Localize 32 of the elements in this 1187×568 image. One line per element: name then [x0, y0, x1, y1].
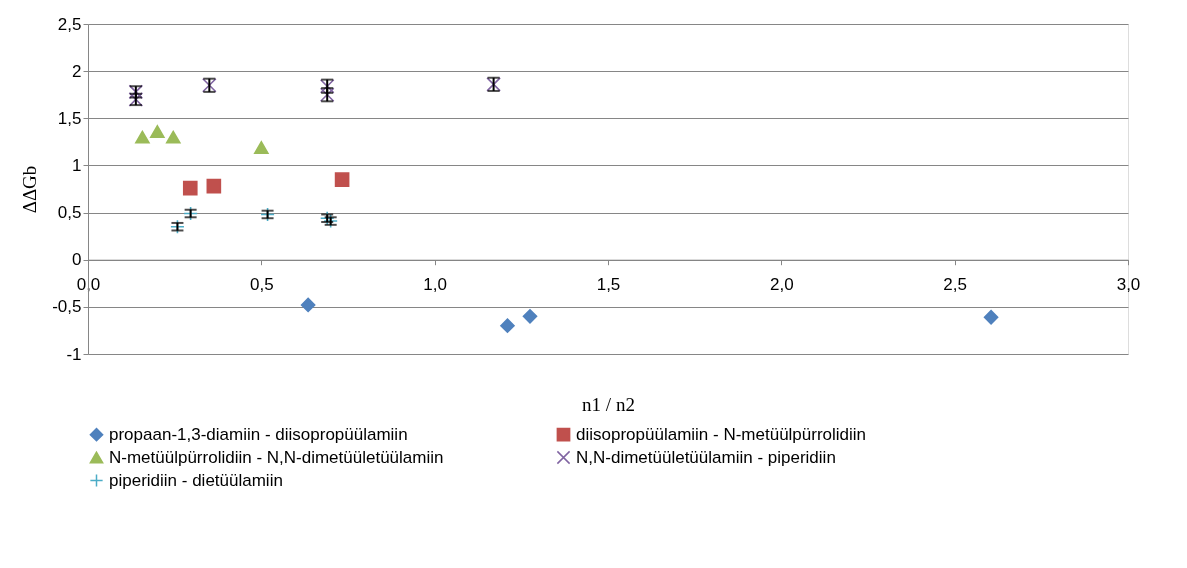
y-tick-label: 1: [72, 155, 82, 175]
y-tick-label: 2: [72, 61, 82, 81]
point: [334, 172, 350, 187]
x-tick-label: 1,0: [423, 275, 447, 295]
legend-label: N-metüülpürrolidiin - N,N-dimetüületüülamiin: [109, 447, 444, 467]
legend-label: piperidiin - dietüülamiin: [109, 470, 283, 490]
y-axis-title: ΔΔGb: [19, 165, 41, 214]
legend-label: N,N-dimetüületüülamiin - piperidiin: [576, 447, 836, 467]
point: [135, 130, 150, 144]
x-tick-label: 2,5: [943, 275, 967, 295]
y-tick-label: 2,5: [57, 14, 82, 34]
x-tick-label: 0,5: [250, 275, 274, 295]
y-tick-label: 1,5: [57, 108, 82, 128]
y-tick-label: -1: [66, 344, 82, 364]
y-tick-label: 0,5: [57, 203, 82, 223]
point: [983, 309, 999, 325]
x-tick-label: 3,0: [1116, 275, 1141, 295]
point: [254, 141, 269, 154]
point: [165, 130, 181, 144]
point: [182, 180, 198, 196]
x-tick-label: 2,0: [770, 275, 794, 295]
point: [206, 178, 222, 194]
legend-label: propaan-1,3-diamiin - diisopropüülamiin: [109, 424, 408, 444]
point: [150, 125, 165, 138]
point: [500, 318, 515, 334]
y-tick-label: 0: [72, 250, 82, 270]
point: [300, 297, 316, 313]
x-axis-title: n1 / n2: [582, 393, 635, 415]
point: [522, 308, 538, 324]
y-tick-label: -0,5: [52, 297, 82, 317]
x-tick-label: 1,5: [596, 275, 621, 295]
legend-label: diisopropüülamiin - N-metüülpürrolidiin: [576, 424, 867, 444]
